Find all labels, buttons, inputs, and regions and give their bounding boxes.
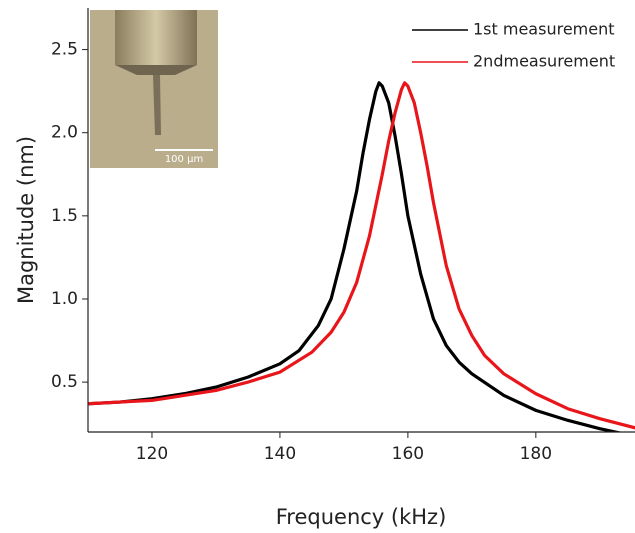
- series-line: [88, 81, 623, 432]
- inset-holder-tip: [115, 65, 197, 75]
- x-tick-label: 120: [136, 444, 168, 464]
- inset-scale-label: 100 µm: [165, 154, 203, 165]
- inset-image: 100 µm: [90, 10, 218, 168]
- y-tick-label: 1.5: [51, 206, 78, 226]
- x-tick-label: 160: [392, 444, 424, 464]
- y-tick-label: 1.0: [51, 289, 78, 309]
- y-axis-title: Magnitude (nm): [14, 136, 38, 304]
- plot-area: [88, 81, 635, 432]
- series-line: [88, 81, 635, 430]
- x-tick-label: 180: [520, 444, 552, 464]
- y-tick-label: 2.0: [51, 123, 78, 143]
- inset-wire: [153, 75, 161, 135]
- x-axis-title: Frequency (kHz): [276, 505, 447, 529]
- legend-label: 1st measurement: [473, 20, 615, 39]
- y-tick-label: 2.5: [51, 40, 78, 60]
- y-tick-label: 0.5: [51, 372, 78, 392]
- legend-label: 2ndmeasurement: [473, 52, 615, 71]
- x-tick-label: 140: [264, 444, 296, 464]
- inset-holder: [115, 10, 197, 65]
